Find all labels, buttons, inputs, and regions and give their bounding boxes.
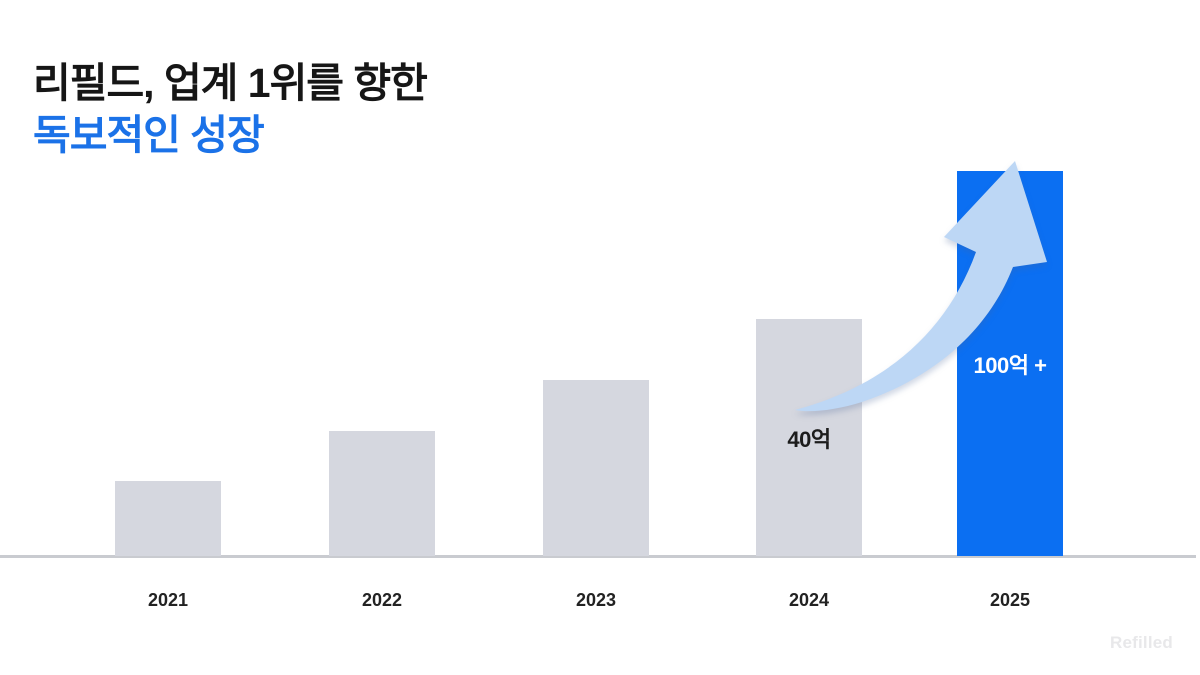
title-line-2: 독보적인 성장 <box>33 112 265 159</box>
x-axis-tick-label-2021: 2021 <box>147 590 189 610</box>
chart-bar-2025-highlight: 100억 + <box>957 171 1063 556</box>
title-line-1: 리필드, 업계 1위를 향한 <box>33 60 428 106</box>
bar-value-label-2025: 100억 + <box>973 352 1047 378</box>
slide-title: 리필드, 업계 1위를 향한 독보적인 성장 <box>33 57 428 161</box>
chart-bar-2024: 40억 <box>756 319 862 556</box>
bar-value-label-2024: 40억 <box>787 426 831 452</box>
x-axis-line <box>0 555 1196 558</box>
chart-bar-2022 <box>329 431 435 556</box>
x-axis-tick-label-2023: 2023 <box>575 590 617 610</box>
x-axis-tick-label-2025: 2025 <box>989 590 1031 610</box>
x-axis-tick-label-2024: 2024 <box>788 590 830 610</box>
chart-bar-2023 <box>543 380 649 556</box>
chart-bar-2021 <box>115 481 221 556</box>
refilled-watermark-logo: Refilled <box>1109 633 1173 652</box>
x-axis-tick-label-2022: 2022 <box>361 590 403 610</box>
